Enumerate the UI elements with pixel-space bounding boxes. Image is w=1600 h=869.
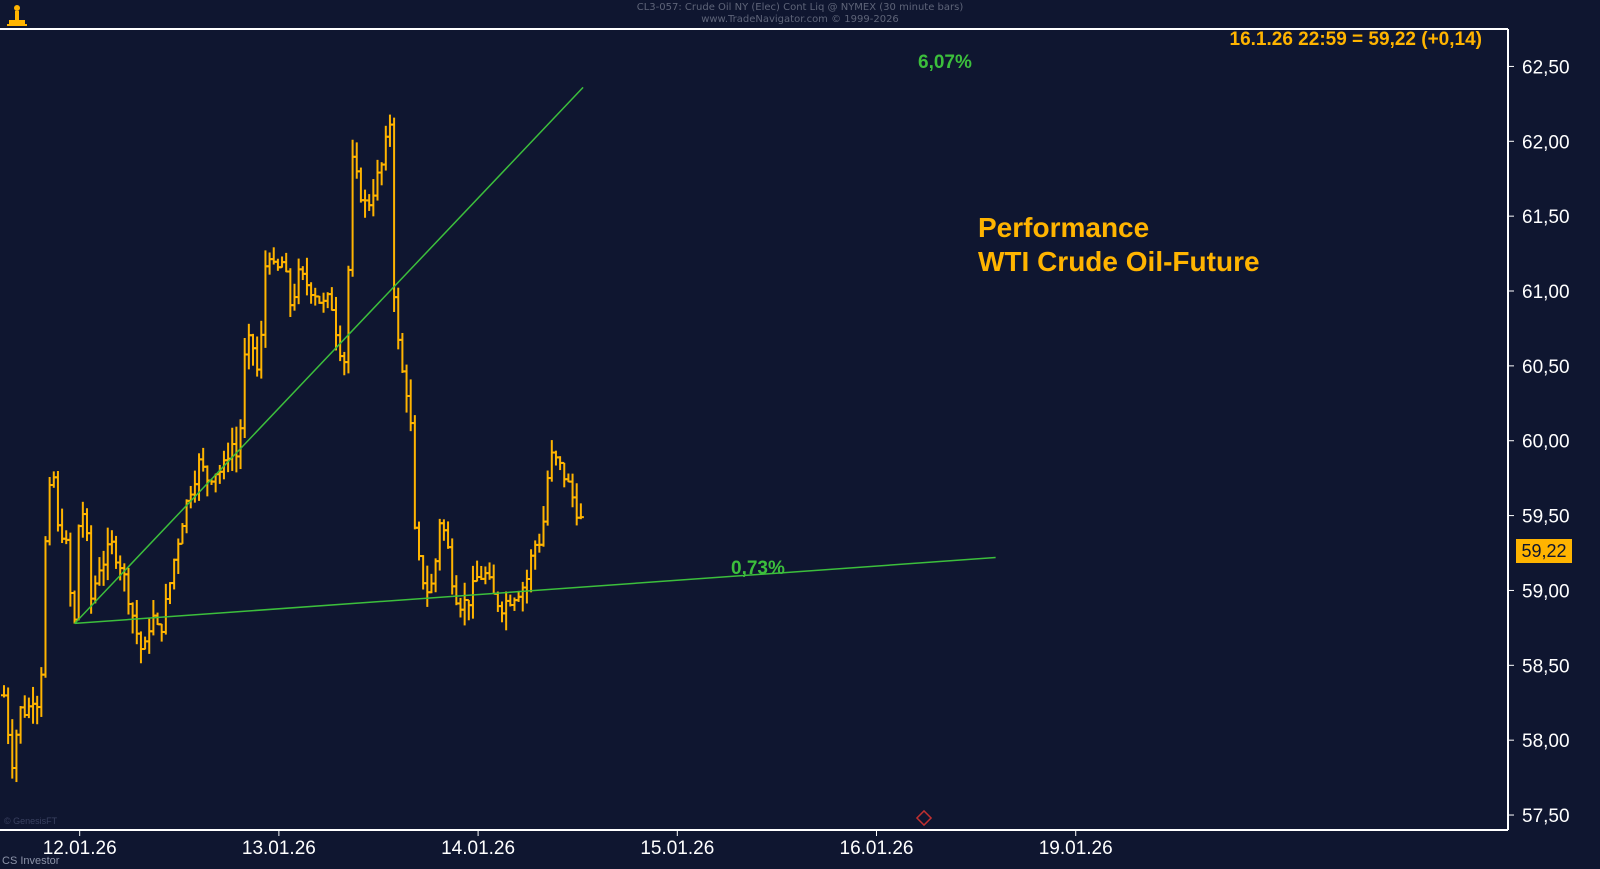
chart-title-line-2: WTI Crude Oil-Future — [978, 246, 1260, 277]
trend-label-up: 6,07% — [918, 52, 972, 73]
x-tick-label: 14.01.26 — [441, 838, 515, 859]
y-tick-label: 61,50 — [1522, 207, 1570, 228]
y-axis: 57,50 58,00 58,50 59,00 59,50 60,00 60,50 61,00… — [1508, 57, 1570, 827]
x-axis: 12.01.26 13.01.26 14.01.26 15.01.26 16.01.26… — [43, 830, 1113, 859]
y-tick-label: 62,00 — [1522, 132, 1570, 153]
chart-frame — [0, 28, 1509, 831]
y-tick-label: 59,50 — [1522, 507, 1570, 528]
y-tick-label: 60,50 — [1522, 357, 1570, 378]
logo-icon — [4, 2, 30, 28]
trend-line-flat — [74, 556, 996, 625]
x-tick-label: 15.01.26 — [640, 838, 714, 859]
y-tick-label: 57,50 — [1522, 806, 1570, 827]
y-tick-label: 62,50 — [1522, 57, 1570, 78]
last-price-tag: 59,22 — [1516, 539, 1572, 563]
trend-lines — [74, 86, 996, 625]
y-tick-label: 60,00 — [1522, 432, 1570, 453]
footer-brand: CS Investor — [2, 855, 60, 867]
x-tick-label: 16.01.26 — [840, 838, 914, 859]
chart-header-url: www.TradeNavigator.com © 1999-2026 — [701, 14, 899, 25]
last-quote: 16.1.26 22:59 = 59,22 (+0,14) — [1229, 29, 1482, 50]
chart-title-line-1: Performance — [978, 212, 1150, 243]
y-tick-label: 61,00 — [1522, 282, 1570, 303]
trend-label-flat: 0,73% — [731, 558, 785, 579]
chart-header-title: CL3-057: Crude Oil NY (Elec) Cont Liq @ … — [636, 2, 964, 13]
marker-icon — [915, 809, 933, 827]
x-tick-label: 12.01.26 — [43, 838, 117, 859]
y-tick-label: 58,00 — [1522, 731, 1570, 752]
x-tick-label: 19.01.26 — [1039, 838, 1113, 859]
trend-line-up — [74, 86, 584, 624]
y-tick-label: 59,00 — [1522, 581, 1570, 602]
watermark: © GenesisFT — [4, 816, 58, 826]
y-tick-label: 58,50 — [1522, 656, 1570, 677]
price-bars — [0, 114, 584, 783]
x-tick-label: 13.01.26 — [242, 838, 316, 859]
